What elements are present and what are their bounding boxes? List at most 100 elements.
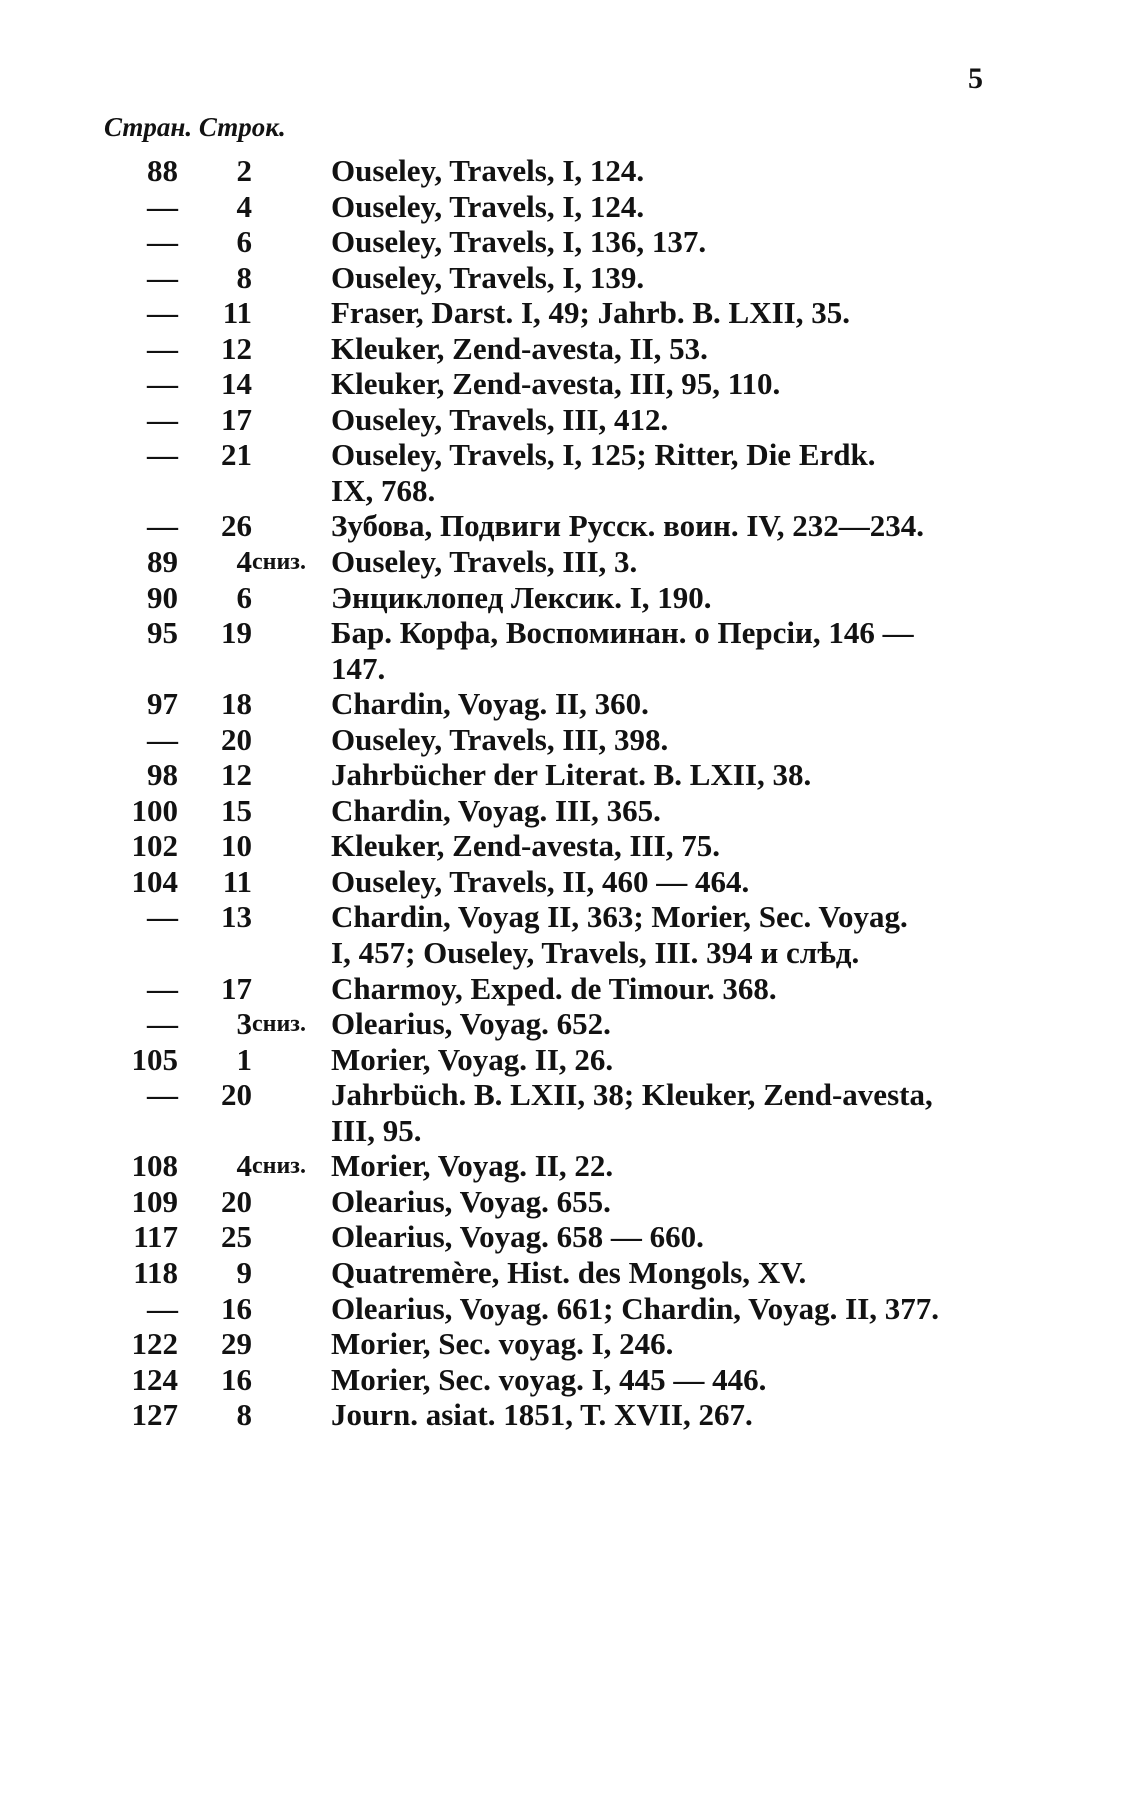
page-cell: 97 xyxy=(147,686,178,722)
page-cell: 88 xyxy=(147,153,178,188)
line-cell: 29 xyxy=(221,1326,252,1362)
table-row: 108 4 сниз. Morier, Voyag. II, 22. xyxy=(0,1148,1140,1184)
line-cell: 4 сниз. xyxy=(236,544,306,580)
reference-text: Kleuker, Zend-avesta, III, 75. xyxy=(331,828,720,864)
table-row: 127 8 Journ. asiat. 1851, T. XVII, 267. xyxy=(0,1397,1140,1433)
line-number: 4 xyxy=(236,1148,253,1184)
table-row: 97 18 Chardin, Voyag. II, 360. xyxy=(0,686,1140,722)
line-number: 15 xyxy=(221,792,252,828)
table-row: 90 6 Энциклопед Лексик. I, 190. xyxy=(0,580,1140,616)
page-cell: — xyxy=(147,330,178,366)
table-row: 118 9 Quatremère, Hist. des Mongols, XV. xyxy=(0,1255,1140,1291)
table-row: — 12 Kleuker, Zend-avesta, II, 53. xyxy=(0,331,1140,367)
line-cell: 3 сниз. xyxy=(236,1006,306,1042)
line-cell: 10 xyxy=(221,828,252,864)
page-cell: 105 xyxy=(131,1041,179,1077)
reference-text: Olearius, Voyag. 661; Chardin, Voyag. II… xyxy=(331,1290,940,1326)
table-row: 88 2 Ouseley, Travels, I, 124. xyxy=(0,153,1140,189)
reference-text: Ouseley, Travels, I, 124. xyxy=(331,188,645,224)
line-number: 13 xyxy=(221,899,252,935)
reference-text: Chardin, Voyag. III, 365. xyxy=(331,792,661,828)
errata-table: 88 2 Ouseley, Travels, I, 124. —4 Ouseley, T… xyxy=(0,153,1140,1433)
page-cell: 108 xyxy=(131,1148,179,1184)
page-cell: 118 xyxy=(133,1254,178,1290)
table-row: — 16 Olearius, Voyag. 661; Chardin, Voyag.… xyxy=(0,1291,1140,1327)
line-suffix: сниз. xyxy=(252,549,306,576)
line-cell: 17 xyxy=(221,971,252,1007)
page-cell: 117 xyxy=(133,1219,178,1255)
line-number: 26 xyxy=(221,508,252,544)
line-cell: 16 xyxy=(221,1362,252,1398)
line-number: 21 xyxy=(221,437,252,473)
line-cell: 12 xyxy=(221,331,252,367)
line-number: 12 xyxy=(221,757,252,793)
page-cell: — xyxy=(147,366,178,402)
page-cell: 100 xyxy=(131,792,179,828)
line-number: 17 xyxy=(221,970,252,1006)
reference-text: Ouseley, Travels, I, 124. xyxy=(331,153,645,188)
line-cell: 6 xyxy=(237,224,253,260)
table-row: — 20 Jahrbüch. B. LXII, 38; Kleuker, Zend-… xyxy=(0,1077,1140,1113)
reference-text: Journ. asiat. 1851, T. XVII, 267. xyxy=(331,1397,753,1433)
line-number: 11 xyxy=(222,295,252,331)
line-cell: 4 сниз. xyxy=(236,1148,306,1184)
line-cell: 15 xyxy=(221,793,252,829)
page-cell: — xyxy=(147,899,178,935)
page-cell: — xyxy=(147,1290,178,1326)
page-cell: 109 xyxy=(131,1183,179,1219)
line-cell: 9 xyxy=(237,1255,253,1291)
table-row: — 13 Chardin, Voyag II, 363; Morier, Sec. … xyxy=(0,899,1140,935)
reference-text: Ouseley, Travels, III, 398. xyxy=(331,721,669,757)
line-number: 29 xyxy=(221,1326,252,1362)
table-row: 104 11 Ouseley, Travels, II, 460 — 464. xyxy=(0,864,1140,900)
reference-text: Бар. Корфа, Воспоминан. о Персіи, 146 — xyxy=(331,615,914,651)
page-cell: — xyxy=(147,259,178,295)
table-row: 105 1 Morier, Voyag. II, 26. xyxy=(0,1042,1140,1078)
reference-text: Ouseley, Travels, I, 139. xyxy=(331,259,645,295)
table-row: 124 16 Morier, Sec. voyag. I, 445 — 446. xyxy=(0,1362,1140,1398)
reference-text: Ouseley, Travels, I, 125; Ritter, Die Er… xyxy=(331,437,876,473)
reference-text: Энциклопед Лексик. I, 190. xyxy=(331,579,712,615)
page-cell: — xyxy=(147,188,178,224)
line-cell: 13 xyxy=(221,899,252,935)
page-cell: — xyxy=(147,970,178,1006)
line-cell: 20 xyxy=(221,722,252,758)
line-number: 16 xyxy=(221,1361,252,1397)
line-cell: 11 xyxy=(223,295,252,331)
page-cell: 90 xyxy=(147,579,178,615)
line-number: 20 xyxy=(221,1183,252,1219)
table-row: 89 4 сниз. Ouseley, Travels, III, 3. xyxy=(0,544,1140,580)
header-line-column: Строк. xyxy=(198,112,286,142)
reference-text: Chardin, Voyag II, 363; Morier, Sec. Voy… xyxy=(331,899,908,935)
line-number: 1 xyxy=(236,1041,253,1077)
table-row: — 17 Ouseley, Travels, III, 412. xyxy=(0,402,1140,438)
reference-text: Quatremère, Hist. des Mongols, XV. xyxy=(331,1254,807,1290)
reference-text: Chardin, Voyag. II, 360. xyxy=(331,686,649,722)
page-cell: 102 xyxy=(131,828,179,864)
line-number: 18 xyxy=(221,686,252,722)
page-cell: 122 xyxy=(131,1326,179,1362)
table-row: — 3 сниз. Olearius, Voyag. 652. xyxy=(0,1006,1140,1042)
reference-text: I, 457; Ouseley, Travels, III. 394 и слѣ… xyxy=(331,935,860,971)
reference-text: Morier, Voyag. II, 22. xyxy=(331,1148,614,1184)
line-cell: 21 xyxy=(221,437,252,473)
reference-text: Kleuker, Zend-avesta, III, 95, 110. xyxy=(331,366,781,402)
reference-text: Ouseley, Travels, I, 136, 137. xyxy=(331,224,707,260)
line-number: 6 xyxy=(236,579,253,615)
page-cell: — xyxy=(147,508,178,544)
line-cell: 20 xyxy=(221,1077,252,1113)
line-cell: 8 xyxy=(237,1397,253,1433)
page-cell: 124 xyxy=(131,1361,179,1397)
line-number: 12 xyxy=(221,330,252,366)
page-cell: — xyxy=(147,721,178,757)
line-cell: 1 xyxy=(237,1042,253,1078)
line-cell: 14 xyxy=(221,366,252,402)
line-number: 3 xyxy=(236,1006,253,1042)
line-number: 4 xyxy=(236,544,253,580)
reference-text: Ouseley, Travels, II, 460 — 464. xyxy=(331,863,750,899)
table-row: — 6 Ouseley, Travels, I, 136, 137. xyxy=(0,224,1140,260)
line-number: 9 xyxy=(236,1254,253,1290)
reference-text: Charmoy, Exped. de Timour. 368. xyxy=(331,970,777,1006)
table-row: 98 12 Jahrbücher der Literat. B. LXII, 38. xyxy=(0,757,1140,793)
line-cell: 12 xyxy=(221,757,252,793)
